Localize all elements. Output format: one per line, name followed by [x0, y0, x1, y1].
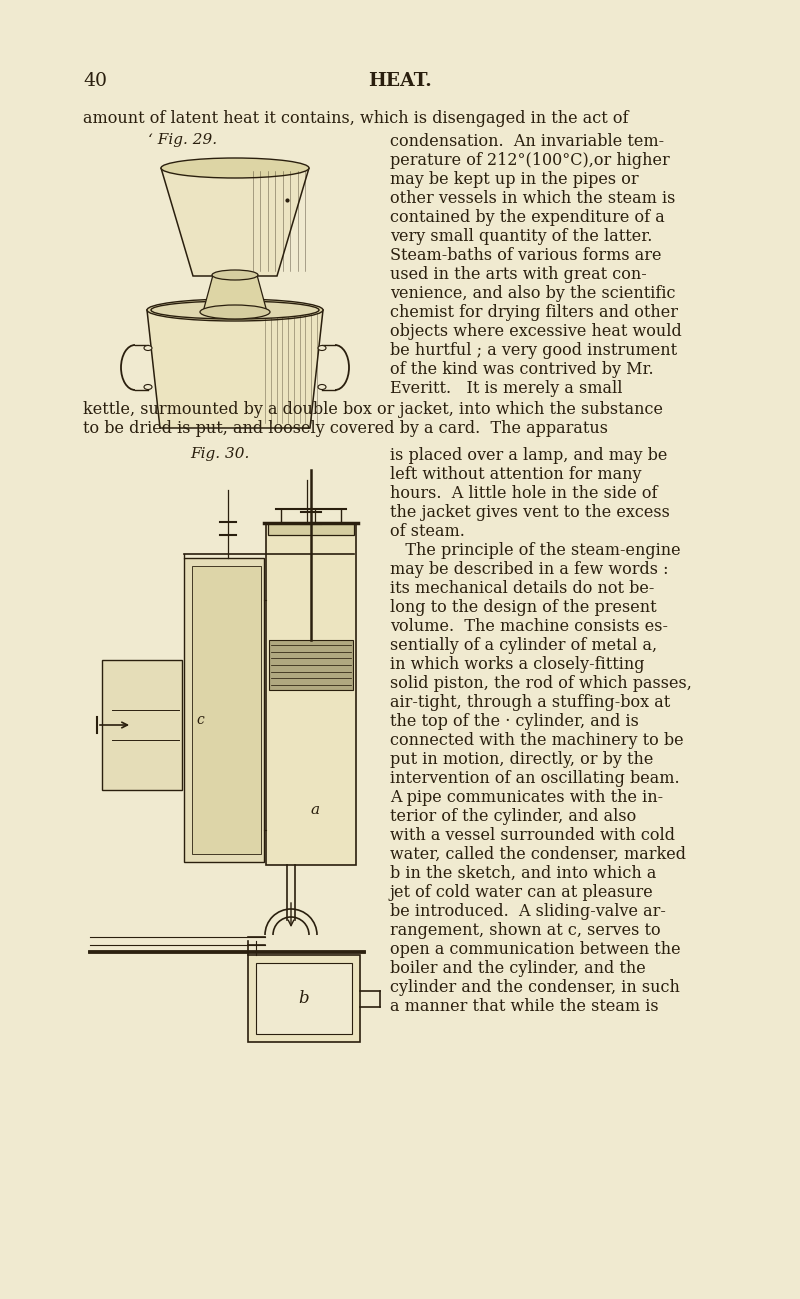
Text: cylinder and the condenser, in such: cylinder and the condenser, in such — [390, 979, 680, 996]
Text: condensation.  An invariable tem-: condensation. An invariable tem- — [390, 132, 664, 149]
Polygon shape — [266, 523, 356, 865]
Ellipse shape — [161, 158, 309, 178]
Ellipse shape — [144, 385, 152, 390]
Text: a: a — [311, 803, 320, 817]
Text: rangement, shown at c, serves to: rangement, shown at c, serves to — [390, 922, 661, 939]
Text: b: b — [298, 990, 310, 1007]
Ellipse shape — [318, 385, 326, 390]
Polygon shape — [256, 963, 352, 1034]
Text: c: c — [196, 713, 204, 727]
Polygon shape — [248, 955, 360, 1042]
Text: used in the arts with great con-: used in the arts with great con- — [390, 266, 646, 283]
Polygon shape — [203, 275, 267, 312]
Text: other vessels in which the steam is: other vessels in which the steam is — [390, 190, 675, 207]
Polygon shape — [269, 640, 353, 690]
Text: contained by the expenditure of a: contained by the expenditure of a — [390, 209, 665, 226]
Text: kettle, surmounted by a double box or jacket, into which the substance: kettle, surmounted by a double box or ja… — [83, 401, 663, 418]
Ellipse shape — [147, 299, 323, 321]
Text: may be kept up in the pipes or: may be kept up in the pipes or — [390, 171, 638, 188]
Text: to be dried is put, and loosely covered by a card.  The apparatus: to be dried is put, and loosely covered … — [83, 420, 608, 436]
Polygon shape — [102, 660, 182, 790]
Text: water, called the condenser, marked: water, called the condenser, marked — [390, 846, 686, 863]
Ellipse shape — [212, 270, 258, 281]
Text: left without attention for many: left without attention for many — [390, 466, 642, 483]
Text: of the kind was contrived by Mr.: of the kind was contrived by Mr. — [390, 361, 654, 378]
Text: with a vessel surrounded with cold: with a vessel surrounded with cold — [390, 827, 675, 844]
Text: Fig. 30.: Fig. 30. — [190, 447, 250, 461]
Text: intervention of an oscillating beam.: intervention of an oscillating beam. — [390, 770, 680, 787]
Text: air-tight, through a stuffing-box at: air-tight, through a stuffing-box at — [390, 694, 670, 711]
Text: a manner that while the steam is: a manner that while the steam is — [390, 998, 658, 1015]
Text: may be described in a few words :: may be described in a few words : — [390, 561, 669, 578]
Text: amount of latent heat it contains, which is disengaged in the act of: amount of latent heat it contains, which… — [83, 110, 629, 127]
Text: the top of the · cylinder, and is: the top of the · cylinder, and is — [390, 713, 639, 730]
Text: boiler and the cylinder, and the: boiler and the cylinder, and the — [390, 960, 646, 977]
Polygon shape — [161, 168, 309, 275]
Ellipse shape — [200, 305, 270, 320]
Text: sentially of a cylinder of metal a,: sentially of a cylinder of metal a, — [390, 637, 657, 653]
Text: A pipe communicates with the in-: A pipe communicates with the in- — [390, 788, 663, 805]
Ellipse shape — [318, 346, 326, 351]
Polygon shape — [268, 523, 354, 535]
Text: put in motion, directly, or by the: put in motion, directly, or by the — [390, 751, 654, 768]
Text: solid piston, the rod of which passes,: solid piston, the rod of which passes, — [390, 675, 692, 692]
Text: open a communication between the: open a communication between the — [390, 940, 681, 957]
Text: long to the design of the present: long to the design of the present — [390, 599, 657, 616]
Polygon shape — [192, 566, 261, 853]
Text: b in the sketch, and into which a: b in the sketch, and into which a — [390, 865, 656, 882]
Text: its mechanical details do not be-: its mechanical details do not be- — [390, 579, 654, 598]
Text: Everitt.   It is merely a small: Everitt. It is merely a small — [390, 381, 622, 397]
Ellipse shape — [144, 346, 152, 351]
Polygon shape — [147, 310, 323, 427]
Text: objects where excessive heat would: objects where excessive heat would — [390, 323, 682, 340]
Text: HEAT.: HEAT. — [368, 71, 432, 90]
Text: venience, and also by the scientific: venience, and also by the scientific — [390, 284, 675, 301]
Text: The principle of the steam-engine: The principle of the steam-engine — [390, 542, 681, 559]
Text: connected with the machinery to be: connected with the machinery to be — [390, 733, 684, 750]
Text: of steam.: of steam. — [390, 523, 465, 540]
Polygon shape — [184, 559, 264, 863]
Text: 40: 40 — [83, 71, 107, 90]
Text: volume.  The machine consists es-: volume. The machine consists es- — [390, 618, 668, 635]
Text: ‘ Fig. 29.: ‘ Fig. 29. — [148, 132, 217, 147]
Text: chemist for drying filters and other: chemist for drying filters and other — [390, 304, 678, 321]
Text: very small quantity of the latter.: very small quantity of the latter. — [390, 229, 652, 246]
Text: in which works a closely-fitting: in which works a closely-fitting — [390, 656, 645, 673]
Text: be hurtful ; a very good instrument: be hurtful ; a very good instrument — [390, 342, 677, 359]
Text: hours.  A little hole in the side of: hours. A little hole in the side of — [390, 485, 658, 501]
Text: be introduced.  A sliding-valve ar-: be introduced. A sliding-valve ar- — [390, 903, 666, 920]
Ellipse shape — [151, 301, 319, 320]
Text: is placed over a lamp, and may be: is placed over a lamp, and may be — [390, 447, 667, 464]
Text: Steam-baths of various forms are: Steam-baths of various forms are — [390, 247, 662, 264]
Text: terior of the cylinder, and also: terior of the cylinder, and also — [390, 808, 636, 825]
Text: perature of 212°(100°C),or higher: perature of 212°(100°C),or higher — [390, 152, 670, 169]
Text: jet of cold water can at pleasure: jet of cold water can at pleasure — [390, 885, 654, 902]
Text: the jacket gives vent to the excess: the jacket gives vent to the excess — [390, 504, 670, 521]
